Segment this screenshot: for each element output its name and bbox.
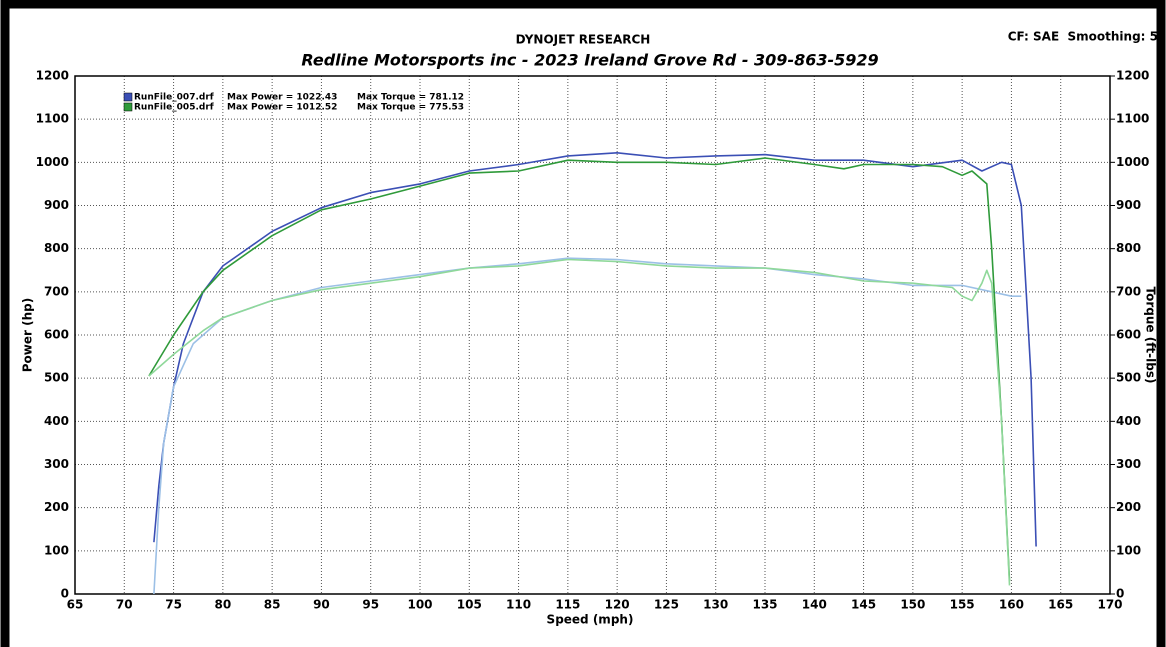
y-tick-label: 900: [44, 198, 69, 212]
corner-note: CF: SAE Smoothing: 5: [1008, 30, 1158, 44]
x-axis-label: Speed (mph): [547, 613, 634, 627]
y2-tick-label: 800: [1116, 241, 1141, 255]
x-tick-label: 170: [1097, 598, 1122, 612]
x-tick-label: 115: [555, 598, 580, 612]
legend-torque: Max Torque = 781.12: [357, 93, 464, 103]
y2-tick-label: 600: [1116, 328, 1141, 342]
legend-file: RunFile_005.drf: [134, 103, 214, 113]
y2-tick-label: 900: [1116, 198, 1141, 212]
x-tick-label: 140: [802, 598, 827, 612]
x-tick-label: 150: [900, 598, 925, 612]
y2-tick-label: 300: [1116, 457, 1141, 471]
x-tick-label: 110: [506, 598, 531, 612]
y2-axis-label: Torque (ft-lbs): [1144, 287, 1158, 384]
y-tick-label: 0: [61, 587, 69, 601]
y-tick-label: 200: [44, 500, 69, 514]
y2-tick-label: 500: [1116, 371, 1141, 385]
y2-tick-label: 1000: [1116, 155, 1149, 169]
x-tick-label: 80: [215, 598, 232, 612]
chart-subtitle: Redline Motorsports inc - 2023 Ireland G…: [301, 51, 878, 70]
y-tick-label: 600: [44, 328, 69, 342]
x-tick-label: 105: [457, 598, 482, 612]
y-axis-label: Power (hp): [21, 298, 35, 372]
x-tick-label: 90: [313, 598, 330, 612]
x-tick-label: 135: [752, 598, 777, 612]
y-tick-label: 800: [44, 241, 69, 255]
series-line: [148, 157, 1011, 582]
legend-file: RunFile_007.drf: [134, 93, 214, 103]
legend-torque: Max Torque = 775.53: [357, 103, 464, 113]
x-tick-label: 85: [264, 598, 281, 612]
x-tick-label: 75: [165, 598, 182, 612]
x-tick-label: 145: [851, 598, 876, 612]
x-tick-label: 65: [67, 598, 84, 612]
series-line: [148, 258, 1011, 586]
y2-tick-label: 100: [1116, 543, 1141, 557]
y2-tick-label: 0: [1116, 587, 1124, 601]
y-tick-label: 300: [44, 457, 69, 471]
legend-swatch: [123, 102, 133, 112]
x-tick-label: 100: [407, 598, 432, 612]
x-tick-label: 130: [703, 598, 728, 612]
x-tick-label: 70: [116, 598, 133, 612]
y-tick-label: 100: [44, 543, 69, 557]
x-tick-label: 125: [654, 598, 679, 612]
x-tick-label: 160: [999, 598, 1024, 612]
y-tick-label: 1200: [36, 69, 69, 83]
series-line: [153, 257, 1022, 595]
y-tick-label: 1000: [36, 155, 69, 169]
x-tick-label: 155: [950, 598, 975, 612]
y2-tick-label: 200: [1116, 500, 1141, 514]
y2-tick-label: 400: [1116, 414, 1141, 428]
y2-tick-label: 1200: [1116, 69, 1149, 83]
x-tick-label: 165: [1048, 598, 1073, 612]
y-tick-label: 400: [44, 414, 69, 428]
x-tick-label: 95: [362, 598, 379, 612]
y-tick-label: 1100: [36, 112, 69, 126]
y2-tick-label: 700: [1116, 284, 1141, 298]
legend-power: Max Power = 1012.52: [227, 103, 337, 113]
legend-swatch: [123, 92, 133, 102]
plot-area: [74, 75, 1111, 595]
y-tick-label: 500: [44, 371, 69, 385]
chart-title: DYNOJET RESEARCH: [516, 33, 651, 47]
y-tick-label: 700: [44, 284, 69, 298]
x-tick-label: 120: [605, 598, 630, 612]
legend-power: Max Power = 1022.43: [227, 93, 337, 103]
y2-tick-label: 1100: [1116, 112, 1149, 126]
series-line: [153, 152, 1037, 547]
